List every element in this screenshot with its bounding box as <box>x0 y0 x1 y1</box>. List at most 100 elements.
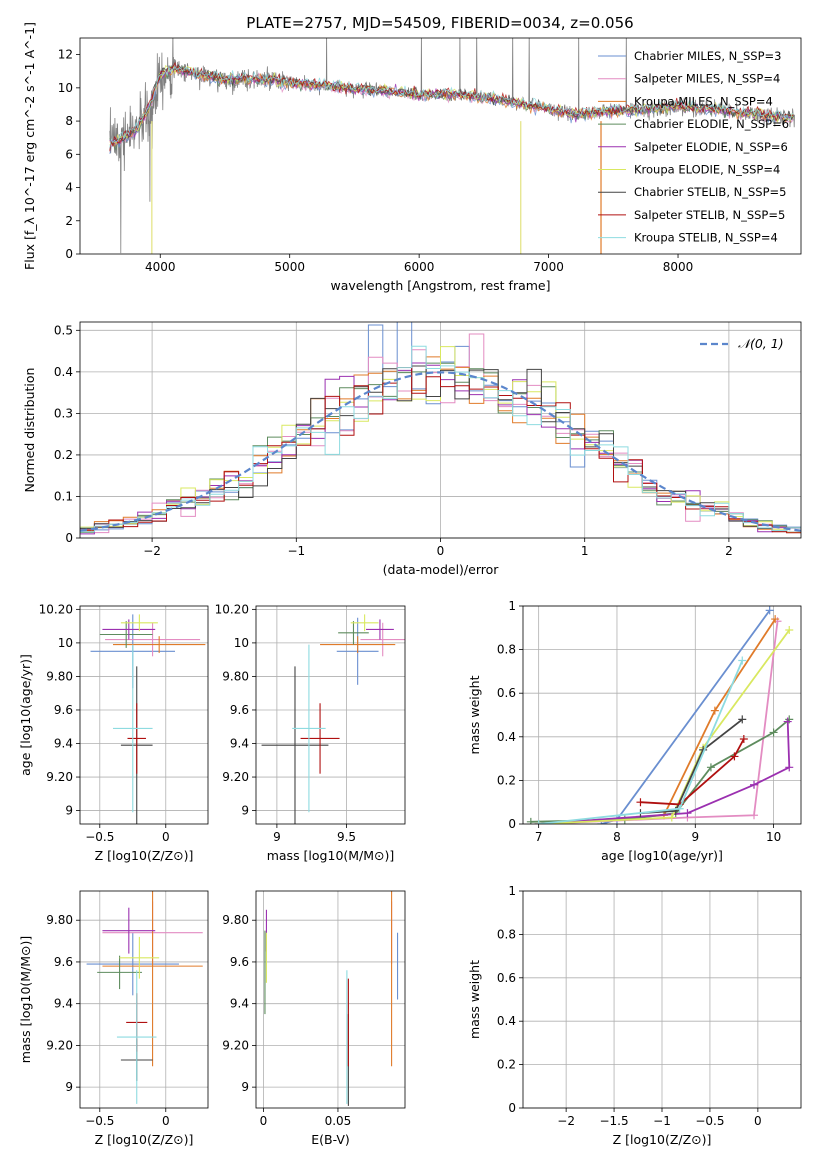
figure-title: PLATE=2757, MJD=54509, FIBERID=0034, z=0… <box>246 14 633 32</box>
y-tick-label: 0.2 <box>497 1058 516 1072</box>
y-tick-label: 0 <box>508 1101 516 1115</box>
y-tick-label: 9.4 <box>230 997 249 1011</box>
y-tick-label: 9.6 <box>54 955 73 969</box>
y-tick-label: 10.20 <box>39 602 73 616</box>
y-axis-label: Normed distribution <box>22 368 37 493</box>
gridlines <box>80 891 208 1108</box>
plot-area <box>80 322 801 535</box>
weight-marker <box>667 813 676 822</box>
x-tick-label: 0 <box>437 544 445 558</box>
weight-marker <box>526 817 535 824</box>
age-vs-z-panel: −0.5 0 9 9.20 9.4 9.6 9.80 10 10.20 Z [log10(Z/Z⊙… <box>18 602 209 863</box>
weight-marker <box>769 728 778 737</box>
y-tick-label: 1 <box>508 884 516 898</box>
y-tick-label: 4 <box>65 181 73 195</box>
x-tick-label: 0 <box>260 1114 268 1128</box>
x-tick-label: −1 <box>287 544 305 558</box>
spectrum-panel: 4000 5000 6000 7000 8000 0 2 4 6 8 10 12 wavelength … <box>22 22 802 293</box>
axes-frame <box>255 890 406 1109</box>
x-axis-label: Z [log10(Z/Z⊙)] <box>95 848 194 863</box>
x-tick-label: 8 <box>613 830 621 844</box>
y-tick-label: 9.4 <box>230 737 249 751</box>
model-spectrum-8 <box>109 65 794 148</box>
y-tick-label: 0.3 <box>54 406 73 420</box>
y-tick-label: 9.80 <box>222 669 249 683</box>
y-tick-label: 0.2 <box>54 448 73 462</box>
legend-label: Kroupa MILES, N_SSP=4 <box>634 94 773 108</box>
y-tick-label: 10.20 <box>215 602 249 616</box>
weight-marker <box>706 763 715 772</box>
x-axis-label: E(B-V) <box>311 1132 350 1147</box>
weight-series-5 <box>538 629 791 824</box>
y-tick-label: 0 <box>65 531 73 545</box>
weight-series-0 <box>601 609 771 824</box>
weight-series-3 <box>530 718 790 823</box>
legend-label: Salpeter STELIB, N_SSP=5 <box>634 208 785 222</box>
weight-vs-age-panel: 7 8 9 10 0 0.2 0.4 0.6 0.8 1 age [log10(age/yr)] ma… <box>467 599 802 863</box>
x-tick-label: 6000 <box>404 260 435 274</box>
x-tick-label: 0.05 <box>325 1114 352 1128</box>
axes-frame <box>79 890 209 1109</box>
axes-frame <box>522 890 802 1109</box>
residual-histogram-7 <box>80 367 801 534</box>
weight-marker <box>738 656 747 665</box>
legend-label: Chabrier MILES, N_SSP=3 <box>634 49 781 63</box>
mass-vs-ebv-panel: 0 0.05 9 9.20 9.4 9.6 9.80 E(B-V) <box>222 890 406 1147</box>
weight-marker <box>730 752 739 761</box>
axes-frame <box>79 37 802 255</box>
y-tick-label: 9.4 <box>54 737 73 751</box>
y-tick-label: 0.5 <box>54 323 73 337</box>
y-tick-label: 9.80 <box>46 913 73 927</box>
plot-area <box>90 614 206 824</box>
y-axis-label: Flux [f_λ 10^-17 erg cm^-2 s^-1 A^-1] <box>22 22 37 270</box>
weight-marker <box>534 820 543 824</box>
y-tick-label: 0.8 <box>497 643 516 657</box>
x-tick-label: −0.5 <box>85 1114 114 1128</box>
x-tick-label: 1 <box>581 544 589 558</box>
weight-marker <box>750 811 759 820</box>
residuals-panel: −2 −1 0 1 2 0 0.1 0.2 0.3 0.4 0.5 (data-model)/erro… <box>22 321 802 577</box>
y-tick-label: 0.1 <box>54 489 73 503</box>
y-tick-label: 10 <box>234 636 249 650</box>
weight-marker <box>683 809 692 818</box>
age-vs-mass-panel: 9 9.5 9 9.20 9.4 9.6 9.80 10 10.20 mass [log10(M/… <box>215 602 406 863</box>
axes-frame <box>522 605 802 825</box>
legend-label: Salpeter MILES, N_SSP=4 <box>634 72 780 86</box>
legend-label: Chabrier ELODIE, N_SSP=6 <box>634 117 789 131</box>
y-tick-label: 6 <box>65 147 73 161</box>
y-tick-label: 9.20 <box>222 1038 249 1052</box>
x-tick-label: 0 <box>162 830 170 844</box>
y-tick-label: 0.4 <box>497 730 516 744</box>
y-tick-label: 0.4 <box>497 1014 516 1028</box>
x-tick-label: −0.5 <box>695 1114 724 1128</box>
y-tick-label: 0.4 <box>54 365 73 379</box>
y-tick-label: 0 <box>65 247 73 261</box>
weight-marker <box>771 615 780 624</box>
y-tick-label: 0.8 <box>497 927 516 941</box>
y-tick-label: 9.6 <box>230 703 249 717</box>
weight-series-6 <box>640 718 743 814</box>
x-tick-label: 9 <box>273 830 281 844</box>
axes-frame <box>79 605 209 825</box>
weight-marker <box>675 804 684 813</box>
x-tick-label: 7 <box>535 830 543 844</box>
weight-series-7 <box>640 738 745 806</box>
y-tick-label: 9.20 <box>46 1038 73 1052</box>
x-tick-label: −2 <box>143 544 161 558</box>
x-tick-label: 7000 <box>533 260 564 274</box>
weight-marker <box>636 798 645 807</box>
y-tick-label: 0.6 <box>497 686 516 700</box>
y-tick-label: 1 <box>508 599 516 613</box>
y-tick-label: 9 <box>241 804 249 818</box>
y-tick-label: 9.6 <box>54 703 73 717</box>
y-tick-label: 9.6 <box>230 955 249 969</box>
legend-label: Salpeter ELODIE, N_SSP=6 <box>634 140 788 154</box>
y-tick-label: 12 <box>58 48 73 62</box>
plot-area <box>526 606 794 824</box>
plot-area <box>261 614 405 824</box>
x-tick-label: 2 <box>725 544 733 558</box>
y-axis-label: age [log10(age/yr)] <box>18 654 33 776</box>
gridlines <box>256 606 405 824</box>
gridlines <box>256 891 405 1108</box>
